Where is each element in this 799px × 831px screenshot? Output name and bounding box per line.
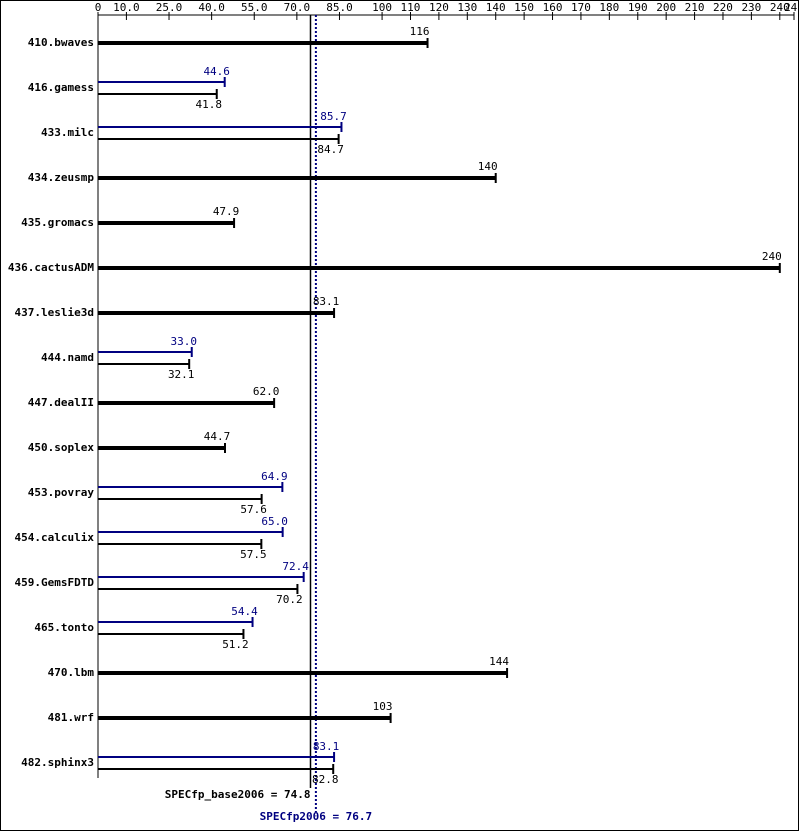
bar [98,621,253,623]
value-label: 51.2 [222,638,249,651]
bar [98,401,275,405]
bar [98,543,262,545]
value-label: 33.0 [170,335,197,348]
x-tick-label: 240 [770,1,790,14]
value-label: 70.2 [276,593,303,606]
bar [98,633,244,635]
bar [98,716,391,720]
value-label: 144 [489,655,509,668]
x-tick-label: 230 [741,1,761,14]
category-label: 435.gromacs [21,216,94,229]
x-tick-label: 180 [599,1,619,14]
value-label: 116 [410,25,430,38]
bar [98,311,335,315]
value-label: 72.4 [282,560,309,573]
value-label: 32.1 [168,368,195,381]
bar [98,671,508,675]
x-tick-label: 100 [372,1,392,14]
bar [98,768,334,770]
bar [98,351,192,353]
value-label: 84.7 [317,143,344,156]
category-label: 470.lbm [48,666,95,679]
bar [98,363,190,365]
bar [98,266,780,270]
x-tick-label: 200 [656,1,676,14]
bar [98,446,225,450]
bar [98,486,283,488]
value-label: 65.0 [261,515,288,528]
category-label: 434.zeusmp [28,171,95,184]
x-tick-label: 220 [713,1,733,14]
bar [98,41,428,45]
x-tick-label: 210 [685,1,705,14]
x-tick-label: 150 [514,1,534,14]
bar [98,498,262,500]
bar [98,81,225,83]
x-tick-label: 70.0 [284,1,311,14]
value-label: 47.9 [213,205,240,218]
category-label: 437.leslie3d [15,306,94,319]
category-label: 453.povray [28,486,95,499]
x-tick-label: 110 [401,1,421,14]
value-label: 83.1 [313,295,340,308]
x-tick-label: 40.0 [198,1,225,14]
x-tick-label: 160 [543,1,563,14]
value-label: 57.6 [240,503,267,516]
reference-label: SPECfp_base2006 = 74.8 [165,788,311,801]
category-label: 410.bwaves [28,36,94,49]
x-tick-label: 85.0 [326,1,353,14]
category-label: 454.calculix [15,531,95,544]
x-tick-label: 10.0 [113,1,140,14]
category-label: 436.cactusADM [8,261,94,274]
category-label: 416.gamess [28,81,94,94]
value-label: 64.9 [261,470,288,483]
category-label: 482.sphinx3 [21,756,94,769]
x-tick-label: 55.0 [241,1,268,14]
bar [98,531,283,533]
category-label: 459.GemsFDTD [15,576,95,589]
bar [98,221,235,225]
x-tick-label: 120 [429,1,449,14]
value-label: 44.6 [203,65,230,78]
x-tick-label: 0 [95,1,102,14]
value-label: 57.5 [240,548,267,561]
category-label: 465.tonto [34,621,94,634]
value-label: 240 [762,250,782,263]
bar [98,138,339,140]
value-label: 62.0 [253,385,280,398]
x-tick-label: 170 [571,1,591,14]
category-label: 444.namd [41,351,94,364]
x-tick-label: 25.0 [156,1,183,14]
category-label: 481.wrf [48,711,94,724]
value-label: 85.7 [320,110,347,123]
value-label: 41.8 [195,98,222,111]
bar [98,756,335,758]
value-label: 54.4 [231,605,258,618]
category-label: 433.milc [41,126,94,139]
value-label: 103 [373,700,393,713]
value-label: 44.7 [204,430,231,443]
bar [98,93,217,95]
x-tick-label: 140 [486,1,506,14]
x-tick-label: 190 [628,1,648,14]
x-tick-label: 245 [784,1,799,14]
value-label: 140 [478,160,498,173]
category-label: 447.dealII [28,396,94,409]
x-tick-label: 130 [457,1,477,14]
category-label: 450.soplex [28,441,95,454]
bar [98,576,304,578]
bar [98,176,496,180]
bar [98,588,298,590]
value-label: 83.1 [313,740,340,753]
value-label: 82.8 [312,773,339,786]
reference-label: SPECfp2006 = 76.7 [260,810,373,823]
bar [98,126,342,128]
